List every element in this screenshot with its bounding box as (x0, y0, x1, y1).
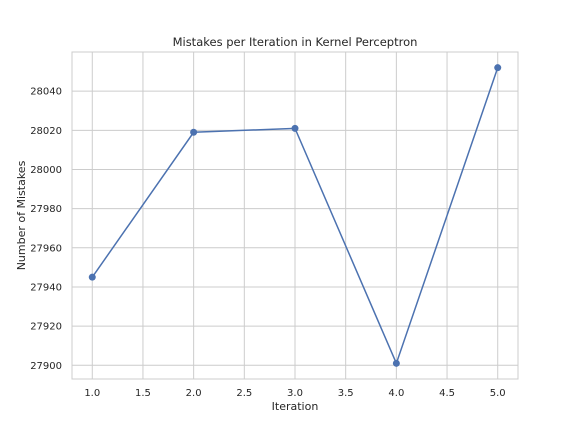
x-tick-label: 1.0 (84, 388, 100, 399)
data-point (88, 273, 96, 281)
x-tick-label: 3.5 (338, 388, 354, 399)
y-tick-label: 27940 (30, 282, 62, 293)
y-tick-label: 27920 (30, 322, 62, 333)
x-tick-label: 2.5 (236, 388, 252, 399)
y-tick-label: 27900 (30, 361, 62, 372)
y-axis-label: Number of Mistakes (15, 160, 28, 270)
x-axis-label: Iteration (272, 400, 319, 413)
y-tick-label: 27980 (30, 204, 62, 215)
data-point (494, 64, 502, 72)
data-point (190, 128, 198, 136)
x-tick-label: 5.0 (490, 388, 506, 399)
x-tick-label: 2.0 (186, 388, 202, 399)
x-tick-label: 1.5 (135, 388, 151, 399)
x-tick-labels: 1.0 1.5 2.0 2.5 3.0 3.5 4.0 4.5 5.0 (84, 388, 505, 399)
x-tick-label: 4.5 (439, 388, 455, 399)
data-point (291, 124, 299, 132)
x-tick-label: 4.0 (388, 388, 404, 399)
chart-title: Mistakes per Iteration in Kernel Percept… (173, 35, 418, 49)
y-tick-label: 28020 (30, 126, 62, 137)
series-group (88, 64, 502, 367)
data-point (392, 359, 400, 367)
y-tick-label: 27960 (30, 243, 62, 254)
y-tick-label: 28000 (30, 165, 62, 176)
plot-frame (71, 51, 519, 380)
grid-lines (72, 52, 518, 379)
y-tick-label: 28040 (30, 87, 62, 98)
x-tick-label: 3.0 (287, 388, 303, 399)
y-tick-labels: 27900 27920 27940 27960 27980 28000 28020 28040 (30, 87, 62, 372)
